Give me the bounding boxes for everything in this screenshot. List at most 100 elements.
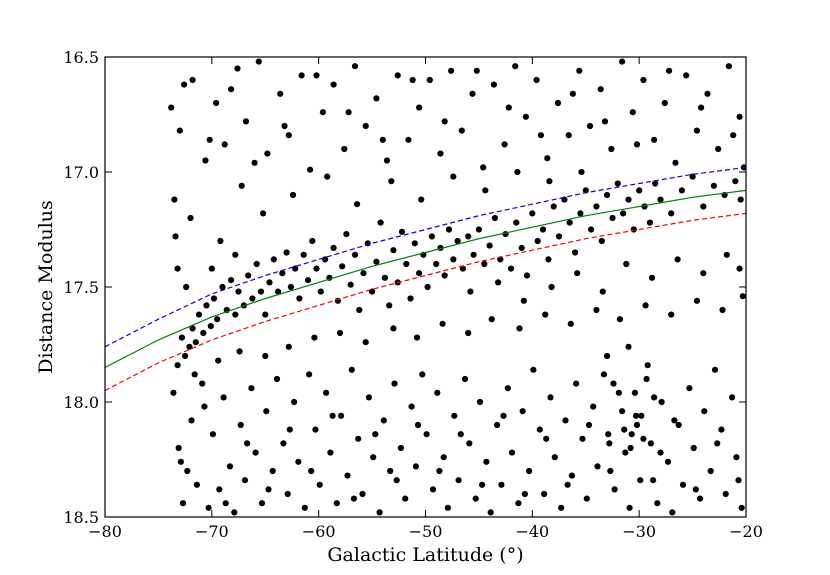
- data-point: [679, 481, 687, 488]
- data-point: [308, 467, 315, 475]
- data-point: [729, 394, 736, 401]
- data-point: [424, 283, 431, 291]
- data-point: [444, 504, 451, 511]
- data-point: [714, 440, 721, 447]
- data-point: [547, 394, 554, 401]
- data-point: [373, 258, 380, 265]
- data-point: [719, 306, 726, 314]
- data-point: [651, 136, 658, 143]
- data-point: [566, 219, 573, 226]
- data-point: [360, 270, 367, 277]
- data-point: [199, 380, 206, 387]
- data-point: [391, 380, 398, 387]
- data-point: [657, 196, 664, 203]
- data-point: [285, 343, 292, 350]
- data-point: [292, 265, 299, 272]
- data-point: [623, 260, 630, 268]
- data-point: [350, 495, 357, 502]
- data-point: [439, 320, 446, 327]
- data-point: [174, 265, 181, 272]
- data-point: [633, 141, 641, 148]
- data-point: [469, 90, 476, 97]
- data-point: [523, 272, 531, 279]
- data-point: [611, 486, 618, 493]
- data-point: [554, 99, 562, 107]
- data-point: [693, 297, 701, 304]
- data-point: [270, 256, 277, 263]
- data-point: [281, 122, 288, 130]
- data-point: [567, 320, 574, 327]
- data-point: [215, 357, 222, 364]
- data-point: [522, 113, 530, 120]
- data-point: [505, 104, 512, 111]
- data-point: [386, 302, 393, 309]
- data-point: [330, 81, 337, 88]
- data-point: [383, 157, 391, 164]
- data-point: [181, 81, 188, 88]
- data-point: [341, 145, 348, 153]
- data-point: [739, 293, 746, 300]
- data-point: [632, 412, 640, 419]
- data-point: [258, 500, 266, 507]
- data-point: [614, 180, 621, 187]
- data-point: [638, 412, 645, 419]
- data-point: [351, 251, 359, 258]
- data-point: [405, 136, 412, 143]
- data-point: [543, 435, 550, 442]
- y-axis-label: Distance Modulus: [35, 200, 57, 374]
- x-tick-label: −60: [302, 522, 336, 541]
- data-point: [585, 421, 593, 429]
- data-point: [398, 228, 406, 235]
- data-point: [418, 196, 425, 203]
- data-point: [541, 490, 548, 498]
- data-point: [222, 500, 229, 507]
- data-point: [529, 210, 536, 217]
- data-point: [275, 288, 282, 295]
- data-point: [647, 440, 655, 447]
- data-point: [657, 449, 664, 456]
- data-point: [174, 362, 181, 369]
- data-point: [637, 477, 644, 484]
- data-point: [448, 67, 455, 74]
- y-tick-label: 18.0: [63, 393, 99, 412]
- data-point: [177, 458, 184, 465]
- data-point: [248, 385, 255, 392]
- data-point: [625, 196, 632, 203]
- data-point: [718, 426, 725, 433]
- data-point: [626, 504, 633, 511]
- data-point: [723, 251, 730, 258]
- data-point: [426, 76, 433, 84]
- data-point: [287, 283, 294, 291]
- data-point: [170, 389, 177, 396]
- data-point: [512, 63, 519, 70]
- data-point: [631, 389, 639, 396]
- data-point: [707, 467, 714, 475]
- data-point: [437, 150, 444, 157]
- data-point: [244, 440, 251, 447]
- data-point: [279, 270, 286, 277]
- data-point: [710, 182, 718, 189]
- data-point: [498, 481, 505, 488]
- data-point: [298, 72, 305, 79]
- data-point: [264, 150, 271, 157]
- data-point: [263, 408, 270, 415]
- data-point: [467, 288, 474, 295]
- data-point: [630, 226, 637, 233]
- data-point: [168, 104, 175, 111]
- data-point: [652, 180, 659, 187]
- data-point: [711, 366, 719, 373]
- data-point: [604, 352, 611, 360]
- data-point: [235, 288, 242, 295]
- data-point: [451, 412, 458, 419]
- data-point: [539, 226, 547, 233]
- data-point: [457, 431, 464, 438]
- data-point: [644, 362, 651, 369]
- data-point: [700, 270, 707, 277]
- data-point: [473, 67, 480, 74]
- data-point: [311, 334, 318, 341]
- data-point: [192, 339, 199, 346]
- data-point: [465, 329, 472, 337]
- data-point: [323, 389, 330, 396]
- data-point: [600, 371, 608, 378]
